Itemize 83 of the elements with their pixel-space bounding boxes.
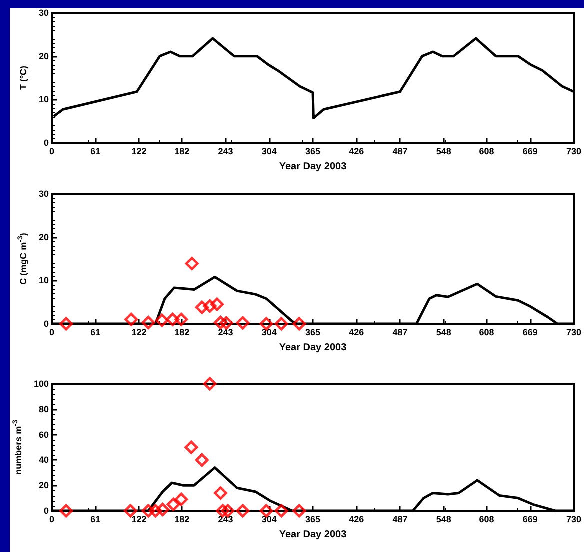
point [214, 486, 228, 500]
point [142, 504, 156, 518]
x-tick-label: 122 [132, 146, 147, 156]
x-tick-label: 548 [436, 328, 452, 338]
x-tick-label: 61 [90, 514, 101, 524]
y-tick-label: 30 [38, 8, 49, 18]
x-tick-label: 182 [174, 328, 190, 338]
point [166, 312, 180, 326]
x-tick-label: 304 [262, 146, 277, 156]
point [174, 492, 188, 506]
point [124, 312, 138, 326]
y-tick-label: 100 [34, 379, 49, 389]
point [155, 314, 169, 328]
x-axis-title: Year Day 2003 [279, 530, 348, 540]
x-tick-label: 365 [305, 514, 321, 524]
x-tick-label: 243 [218, 328, 234, 338]
y-tick-label: 20 [38, 232, 49, 242]
x-tick-label: 243 [218, 146, 234, 156]
x-tick-label: 122 [132, 514, 147, 524]
point [274, 504, 288, 518]
x-tick-label: 365 [305, 146, 321, 156]
x-tick-label: 608 [479, 146, 494, 156]
point [220, 316, 234, 330]
x-tick-label: 730 [566, 328, 582, 338]
x-tick-label: 608 [479, 328, 494, 338]
y-axis-title: T (°C) [18, 66, 29, 90]
x-axis-title: Year Day 2003 [279, 342, 348, 354]
x-tick-label: 669 [522, 328, 538, 338]
x-tick-label: 243 [218, 514, 234, 524]
point [236, 316, 250, 330]
point [292, 317, 306, 331]
x-tick-label: 365 [305, 328, 321, 338]
y-tick-label: 0 [44, 138, 49, 148]
x-tick-label: 61 [90, 146, 101, 156]
y-tick-label: 60 [38, 430, 49, 440]
y-tick-label: 40 [38, 455, 49, 466]
point [142, 316, 156, 330]
x-tick-label: 669 [522, 146, 538, 156]
y-tick-label: 20 [38, 51, 49, 62]
y-tick-label: 0 [44, 506, 49, 516]
x-tick-label: 61 [90, 328, 101, 338]
point [60, 317, 74, 331]
x-tick-label: 426 [349, 328, 364, 338]
point [274, 317, 288, 331]
point [166, 498, 180, 512]
y-tick-label: 20 [38, 480, 49, 491]
x-tick-label: 487 [392, 514, 408, 524]
point [174, 312, 188, 326]
x-tick-label: 730 [566, 146, 582, 156]
x-tick-label: 669 [522, 514, 538, 524]
point [203, 299, 217, 313]
x-tick-label: 304 [262, 514, 277, 524]
x-tick-label: 182 [174, 514, 190, 524]
x-tick-label: 548 [436, 146, 452, 156]
point [214, 316, 228, 330]
point [292, 504, 306, 518]
point [148, 504, 162, 518]
point [203, 377, 217, 391]
y-tick-label: 30 [38, 189, 49, 199]
x-tick-label: 304 [262, 328, 277, 338]
point [195, 453, 209, 467]
y-tick-label: 0 [44, 319, 49, 329]
point [156, 502, 170, 516]
x-tick-label: 182 [174, 146, 190, 156]
x-tick-label: 487 [392, 146, 408, 156]
point [236, 504, 250, 518]
y-tick-label: 80 [38, 404, 49, 414]
point [184, 440, 198, 454]
y-tick-label: 10 [38, 276, 49, 286]
point [195, 300, 209, 314]
point [60, 504, 74, 518]
point [210, 298, 224, 312]
x-tick-label: 548 [436, 514, 452, 524]
x-tick-label: 608 [479, 514, 494, 524]
x-tick-label: 426 [349, 514, 364, 524]
x-tick-label: 426 [349, 146, 364, 156]
x-axis-title: Year Day 2003 [279, 162, 348, 172]
x-tick-label: 487 [392, 328, 408, 338]
y-tick-label: 10 [38, 94, 49, 105]
x-tick-label: 122 [132, 328, 147, 338]
x-tick-label: 730 [566, 514, 582, 524]
point [185, 257, 199, 271]
point [124, 504, 138, 518]
